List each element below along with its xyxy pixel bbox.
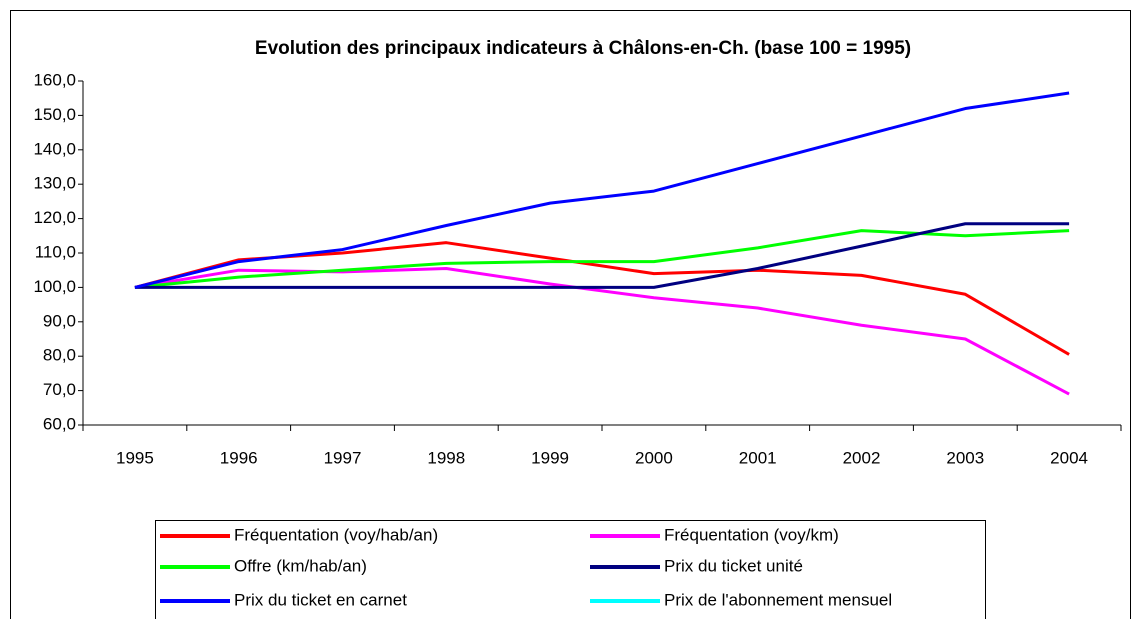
chart-title: Evolution des principaux indicateurs à C…	[255, 38, 911, 59]
x-tick-label: 1996	[220, 448, 258, 467]
series-line	[134, 266, 1070, 396]
x-tick-label: 1999	[531, 448, 569, 467]
y-tick-label: 160,0	[33, 70, 76, 89]
series-line	[134, 229, 1070, 289]
y-tick-label: 130,0	[33, 174, 76, 193]
x-tick-label: 2002	[843, 448, 881, 467]
y-tick-label: 150,0	[33, 105, 76, 124]
legend-box	[155, 520, 986, 619]
y-tick-label: 70,0	[43, 380, 76, 399]
y-tick-label: 80,0	[43, 346, 76, 365]
x-tick-label: 1997	[324, 448, 362, 467]
x-tick-label: 2003	[946, 448, 984, 467]
legend-label: Prix du ticket unité	[664, 556, 803, 575]
legend-label: Fréquentation (voy/km)	[664, 525, 839, 544]
y-tick-label: 90,0	[43, 311, 76, 330]
y-tick-label: 110,0	[35, 242, 76, 261]
x-tick-label: 2000	[635, 448, 673, 467]
y-tick-label: 100,0	[33, 277, 76, 296]
y-tick-label: 60,0	[43, 414, 76, 433]
y-tick-label: 120,0	[33, 208, 76, 227]
series-line	[134, 222, 1070, 289]
series-line	[134, 91, 1070, 289]
x-tick-label: 1995	[116, 448, 154, 467]
x-tick-label: 2004	[1050, 448, 1088, 467]
y-tick-label: 140,0	[33, 139, 76, 158]
legend-label: Fréquentation (voy/hab/an)	[234, 525, 438, 544]
legend-label: Prix du ticket en carnet	[234, 590, 407, 609]
legend-label: Prix de l'abonnement mensuel	[664, 590, 892, 609]
chart-border	[10, 10, 1131, 619]
x-tick-label: 2001	[739, 448, 777, 467]
x-tick-label: 1998	[427, 448, 465, 467]
legend-label: Offre (km/hab/an)	[234, 556, 367, 575]
